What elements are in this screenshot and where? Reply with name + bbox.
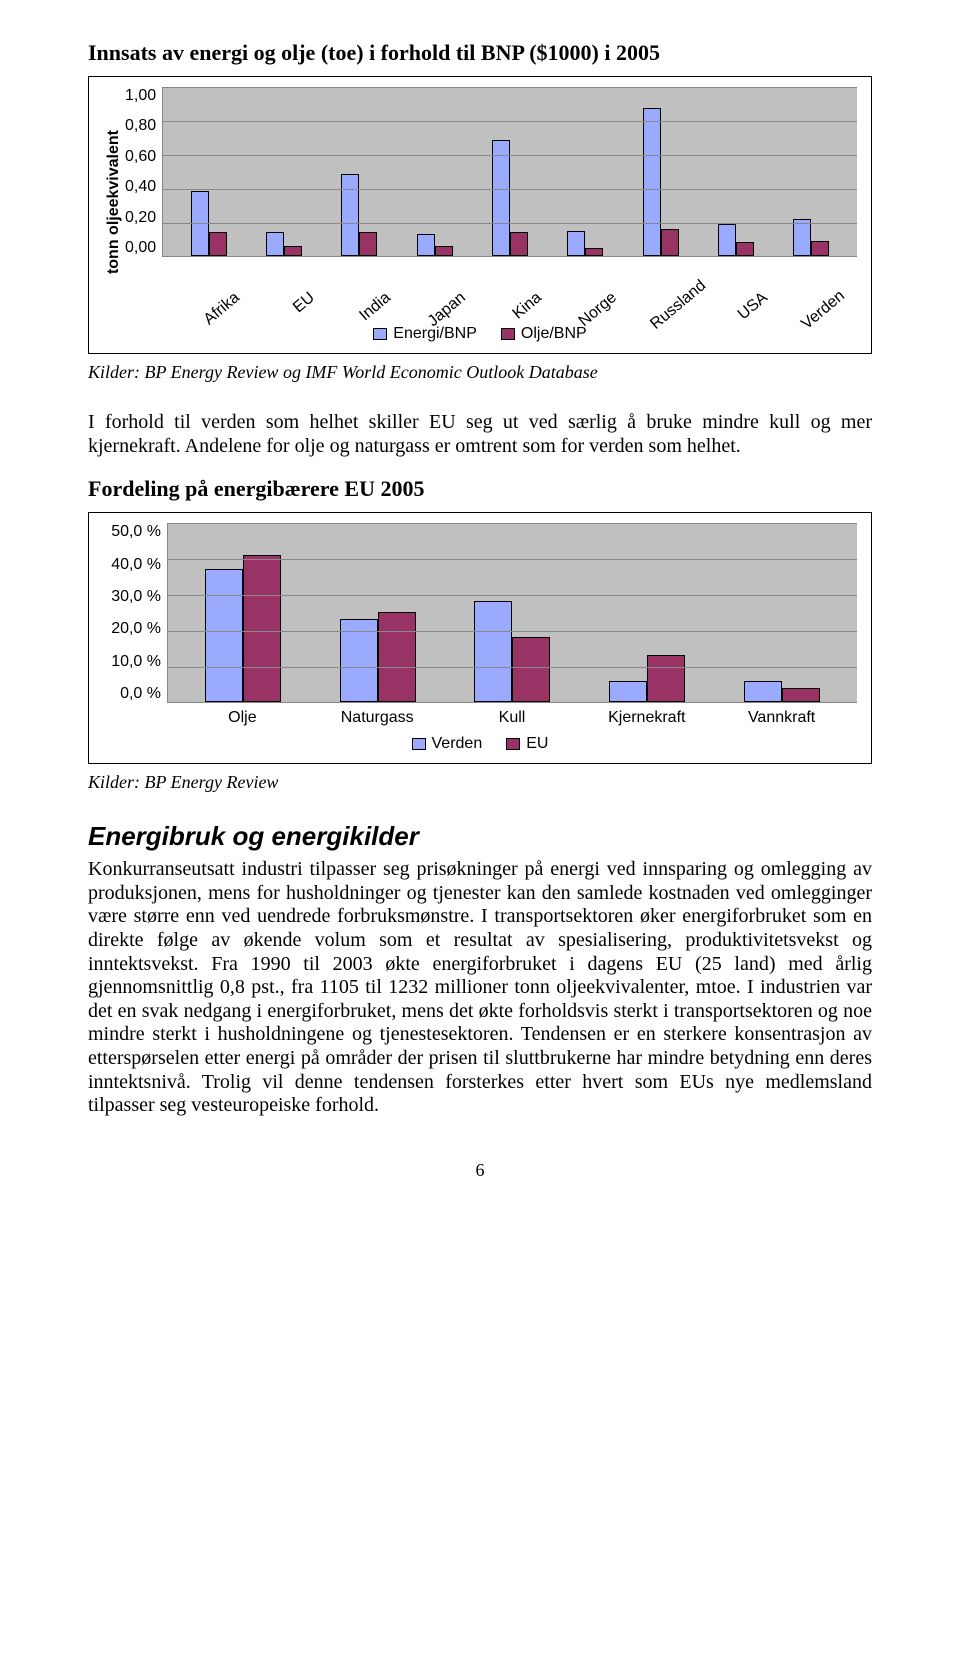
paragraph-2: Konkurranseutsatt industri tilpasser seg… (88, 858, 872, 1118)
bar (359, 232, 377, 256)
bar (209, 232, 227, 256)
chart1-title: Innsats av energi og olje (toe) i forhol… (88, 40, 872, 66)
y-tick-label: 50,0 % (103, 523, 161, 541)
paragraph-1: I forhold til verden som helhet skiller … (88, 411, 872, 458)
bar-group (718, 224, 754, 256)
chart1-container: tonn oljeekvivalent 1,00 0,80 0,60 0,40 0,20… (88, 76, 872, 354)
bar (585, 248, 603, 257)
y-tick-label: 40,0 % (103, 556, 161, 574)
bar-group (609, 655, 685, 702)
x-tick-label: Russland (648, 289, 721, 363)
bar-group (340, 612, 416, 702)
chart2-title: Fordeling på energibærere EU 2005 (88, 476, 872, 502)
bar (782, 688, 820, 702)
bar (661, 229, 679, 256)
bar (435, 246, 453, 256)
bar-group (266, 232, 302, 256)
y-tick-label: 0,60 (125, 148, 156, 166)
bar (736, 242, 754, 256)
bar (718, 224, 736, 256)
legend-swatch (506, 738, 520, 750)
bar (492, 140, 510, 256)
legend-label: Verden (432, 735, 483, 753)
legend-swatch (412, 738, 426, 750)
bar-group (341, 174, 377, 256)
x-tick-label: India (346, 289, 419, 363)
chart1-x-axis: AfrikaEUIndiaJapanKinaNorgeRusslandUSAVe… (162, 257, 857, 317)
bar (284, 246, 302, 256)
bar-group (205, 555, 281, 703)
x-tick-label: Verden (798, 289, 871, 363)
chart1-caption: Kilder: BP Energy Review og IMF World Ec… (88, 362, 872, 383)
bar (243, 555, 281, 703)
x-tick-label: Kull (445, 709, 580, 727)
bar (417, 234, 435, 256)
x-tick-label: Kjernekraft (579, 709, 714, 727)
chart2-legend: Verden EU (103, 735, 857, 753)
bar (643, 108, 661, 256)
bar (378, 612, 416, 702)
bar-group (474, 601, 550, 702)
y-tick-label: 1,00 (125, 87, 156, 105)
chart2-x-axis: OljeNaturgassKullKjernekraftVannkraft (167, 703, 857, 727)
bar (609, 681, 647, 703)
bar (744, 681, 782, 703)
section-heading: Energibruk og energikilder (88, 821, 872, 852)
bar-group (417, 234, 453, 256)
bar (266, 232, 284, 256)
x-tick-label: Kina (497, 289, 570, 363)
bar (205, 569, 243, 702)
chart2-y-axis: 50,0 % 40,0 % 30,0 % 20,0 % 10,0 % 0,0 % (103, 523, 167, 703)
y-tick-label: 0,40 (125, 178, 156, 196)
chart1-plot (162, 87, 857, 257)
chart2-caption: Kilder: BP Energy Review (88, 772, 872, 793)
x-tick-label: Japan (421, 289, 494, 363)
y-tick-label: 0,80 (125, 117, 156, 135)
bar-group (492, 140, 528, 256)
bar (647, 655, 685, 702)
bar (510, 232, 528, 256)
x-tick-label: Norge (572, 289, 645, 363)
bar (811, 241, 829, 256)
bar-group (793, 219, 829, 256)
x-tick-label: Olje (175, 709, 310, 727)
chart1-y-axis: 1,00 0,80 0,60 0,40 0,20 0,00 (125, 87, 162, 257)
x-tick-label: USA (723, 289, 796, 363)
chart2-container: 50,0 % 40,0 % 30,0 % 20,0 % 10,0 % 0,0 % Olje… (88, 512, 872, 764)
bar (567, 231, 585, 257)
y-tick-label: 30,0 % (103, 588, 161, 606)
bar (341, 174, 359, 256)
x-tick-label: EU (270, 289, 343, 363)
y-tick-label: 0,00 (125, 239, 156, 257)
y-tick-label: 20,0 % (103, 620, 161, 638)
bar-group (567, 231, 603, 257)
x-tick-label: Vannkraft (714, 709, 849, 727)
chart2-plot (167, 523, 857, 703)
legend-item: EU (506, 735, 548, 753)
bar (512, 637, 550, 702)
chart1-y-axis-label: tonn oljeekvivalent (103, 126, 125, 278)
bar (474, 601, 512, 702)
x-tick-label: Naturgass (310, 709, 445, 727)
legend-item: Verden (412, 735, 483, 753)
x-tick-label: Afrika (195, 289, 268, 363)
page-number: 6 (88, 1160, 872, 1181)
bar (793, 219, 811, 256)
y-tick-label: 0,20 (125, 209, 156, 227)
y-tick-label: 10,0 % (103, 653, 161, 671)
bar-group (643, 108, 679, 256)
legend-label: EU (526, 735, 548, 753)
y-tick-label: 0,0 % (103, 685, 161, 703)
bar-group (744, 681, 820, 703)
